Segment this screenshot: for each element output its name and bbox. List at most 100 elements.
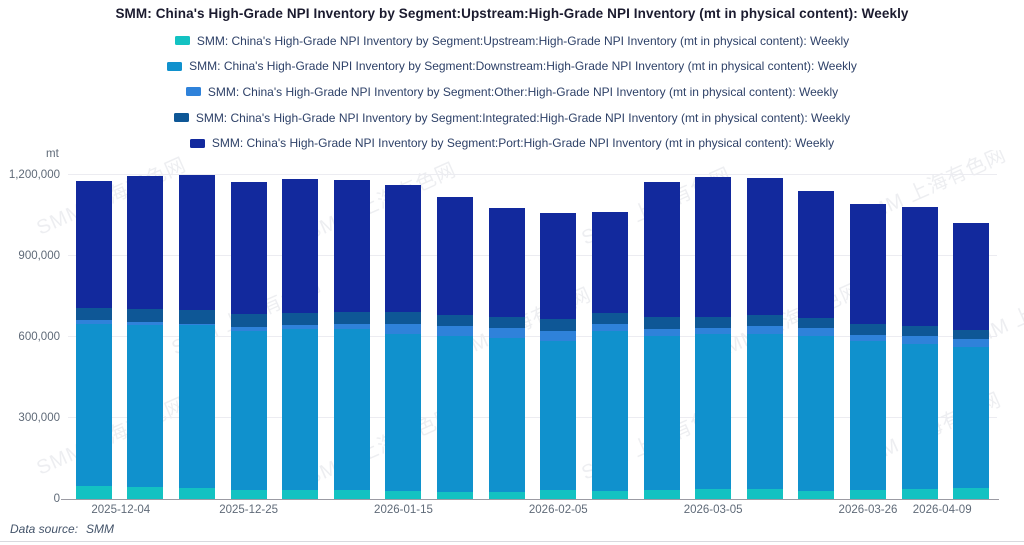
bar-segment-port[interactable] [282,178,319,314]
legend-item-upstream[interactable]: SMM: China's High-Grade NPI Inventory by… [0,28,1024,54]
bar-segment-port[interactable] [127,175,164,310]
bar-segment-downstream[interactable] [798,335,835,491]
bar-column[interactable] [326,175,378,499]
bar-segment-downstream[interactable] [437,336,474,492]
bar-column[interactable] [532,175,584,499]
bar-segment-other[interactable] [75,320,112,324]
bar-column[interactable] [378,175,430,499]
bar-segment-integrated[interactable] [127,309,164,323]
bar-segment-integrated[interactable] [849,323,886,335]
bar-segment-other[interactable] [953,339,990,348]
bar-segment-downstream[interactable] [953,347,990,488]
bar-segment-upstream[interactable] [540,490,577,499]
bar-segment-other[interactable] [695,327,732,334]
bar-column[interactable] [584,175,636,499]
bar-segment-integrated[interactable] [540,319,577,331]
bar-column[interactable] [739,175,791,499]
bar-segment-downstream[interactable] [643,336,680,491]
bar-segment-other[interactable] [385,323,422,334]
bar-segment-port[interactable] [230,181,267,315]
bar-segment-port[interactable] [798,190,835,319]
bar-segment-integrated[interactable] [333,312,370,325]
bar-segment-downstream[interactable] [488,338,525,493]
bar-segment-downstream[interactable] [333,329,370,491]
bar-column[interactable] [842,175,894,499]
bar-segment-integrated[interactable] [282,313,319,326]
bar-segment-downstream[interactable] [746,333,783,490]
bar-segment-port[interactable] [643,181,680,318]
bar-segment-integrated[interactable] [230,314,267,328]
bar-segment-port[interactable] [901,206,938,326]
bar-segment-other[interactable] [127,322,164,326]
bar-segment-port[interactable] [488,208,525,318]
bar-segment-upstream[interactable] [488,492,525,499]
bar-segment-integrated[interactable] [385,312,422,324]
bar-segment-port[interactable] [953,222,990,331]
bar-segment-integrated[interactable] [953,330,990,340]
bar-segment-downstream[interactable] [695,333,732,489]
bar-segment-other[interactable] [540,330,577,341]
bar-segment-upstream[interactable] [437,491,474,499]
bar-segment-other[interactable] [746,325,783,334]
legend-item-integrated[interactable]: SMM: China's High-Grade NPI Inventory by… [0,105,1024,131]
bar-column[interactable] [687,175,739,499]
bar-segment-downstream[interactable] [230,331,267,491]
legend-item-port[interactable]: SMM: China's High-Grade NPI Inventory by… [0,130,1024,156]
bar-segment-other[interactable] [591,324,628,332]
bar-segment-other[interactable] [798,328,835,336]
bar-segment-integrated[interactable] [179,310,216,324]
bar-segment-port[interactable] [437,196,474,315]
bar-segment-other[interactable] [333,324,370,330]
bar-segment-downstream[interactable] [282,329,319,490]
bar-column[interactable] [171,175,223,499]
bar-segment-port[interactable] [591,211,628,313]
legend-item-downstream[interactable]: SMM: China's High-Grade NPI Inventory by… [0,54,1024,80]
bar-segment-downstream[interactable] [849,341,886,491]
bar-segment-upstream[interactable] [591,490,628,499]
bar-column[interactable] [636,175,688,499]
bar-column[interactable] [223,175,275,499]
bar-segment-other[interactable] [901,336,938,344]
bar-segment-other[interactable] [179,323,216,326]
bar-segment-upstream[interactable] [798,490,835,499]
bar-segment-port[interactable] [385,185,422,313]
bar-segment-upstream[interactable] [179,487,216,499]
bar-segment-upstream[interactable] [333,490,370,499]
bar-segment-other[interactable] [488,327,525,339]
bar-column[interactable] [68,175,120,499]
bar-segment-port[interactable] [333,180,370,313]
bar-segment-other[interactable] [643,328,680,337]
bar-segment-upstream[interactable] [282,489,319,499]
bar-segment-integrated[interactable] [695,317,732,328]
bar-column[interactable] [894,175,946,499]
bar-column[interactable] [120,175,172,499]
bar-segment-other[interactable] [282,325,319,330]
bar-segment-port[interactable] [746,178,783,315]
bar-segment-upstream[interactable] [695,488,732,499]
bar-column[interactable] [481,175,533,499]
bar-segment-downstream[interactable] [179,325,216,488]
bar-segment-integrated[interactable] [746,314,783,326]
bar-segment-other[interactable] [437,325,474,337]
bar-segment-other[interactable] [230,327,267,332]
bar-segment-port[interactable] [540,212,577,320]
bar-column[interactable] [791,175,843,499]
bar-segment-port[interactable] [179,175,216,311]
bar-segment-downstream[interactable] [540,340,577,491]
bar-segment-upstream[interactable] [127,486,164,499]
bar-segment-other[interactable] [849,334,886,342]
bar-segment-integrated[interactable] [798,318,835,329]
bar-segment-port[interactable] [695,176,732,318]
bar-segment-downstream[interactable] [901,343,938,490]
bar-segment-integrated[interactable] [488,317,525,328]
bar-segment-integrated[interactable] [437,314,474,326]
bar-column[interactable] [945,175,997,499]
bar-segment-integrated[interactable] [591,313,628,325]
bar-segment-upstream[interactable] [385,491,422,499]
bar-segment-upstream[interactable] [643,490,680,499]
bar-segment-upstream[interactable] [901,489,938,499]
bar-segment-upstream[interactable] [953,487,990,499]
bar-segment-upstream[interactable] [75,486,112,499]
bar-column[interactable] [429,175,481,499]
bar-segment-upstream[interactable] [746,489,783,499]
